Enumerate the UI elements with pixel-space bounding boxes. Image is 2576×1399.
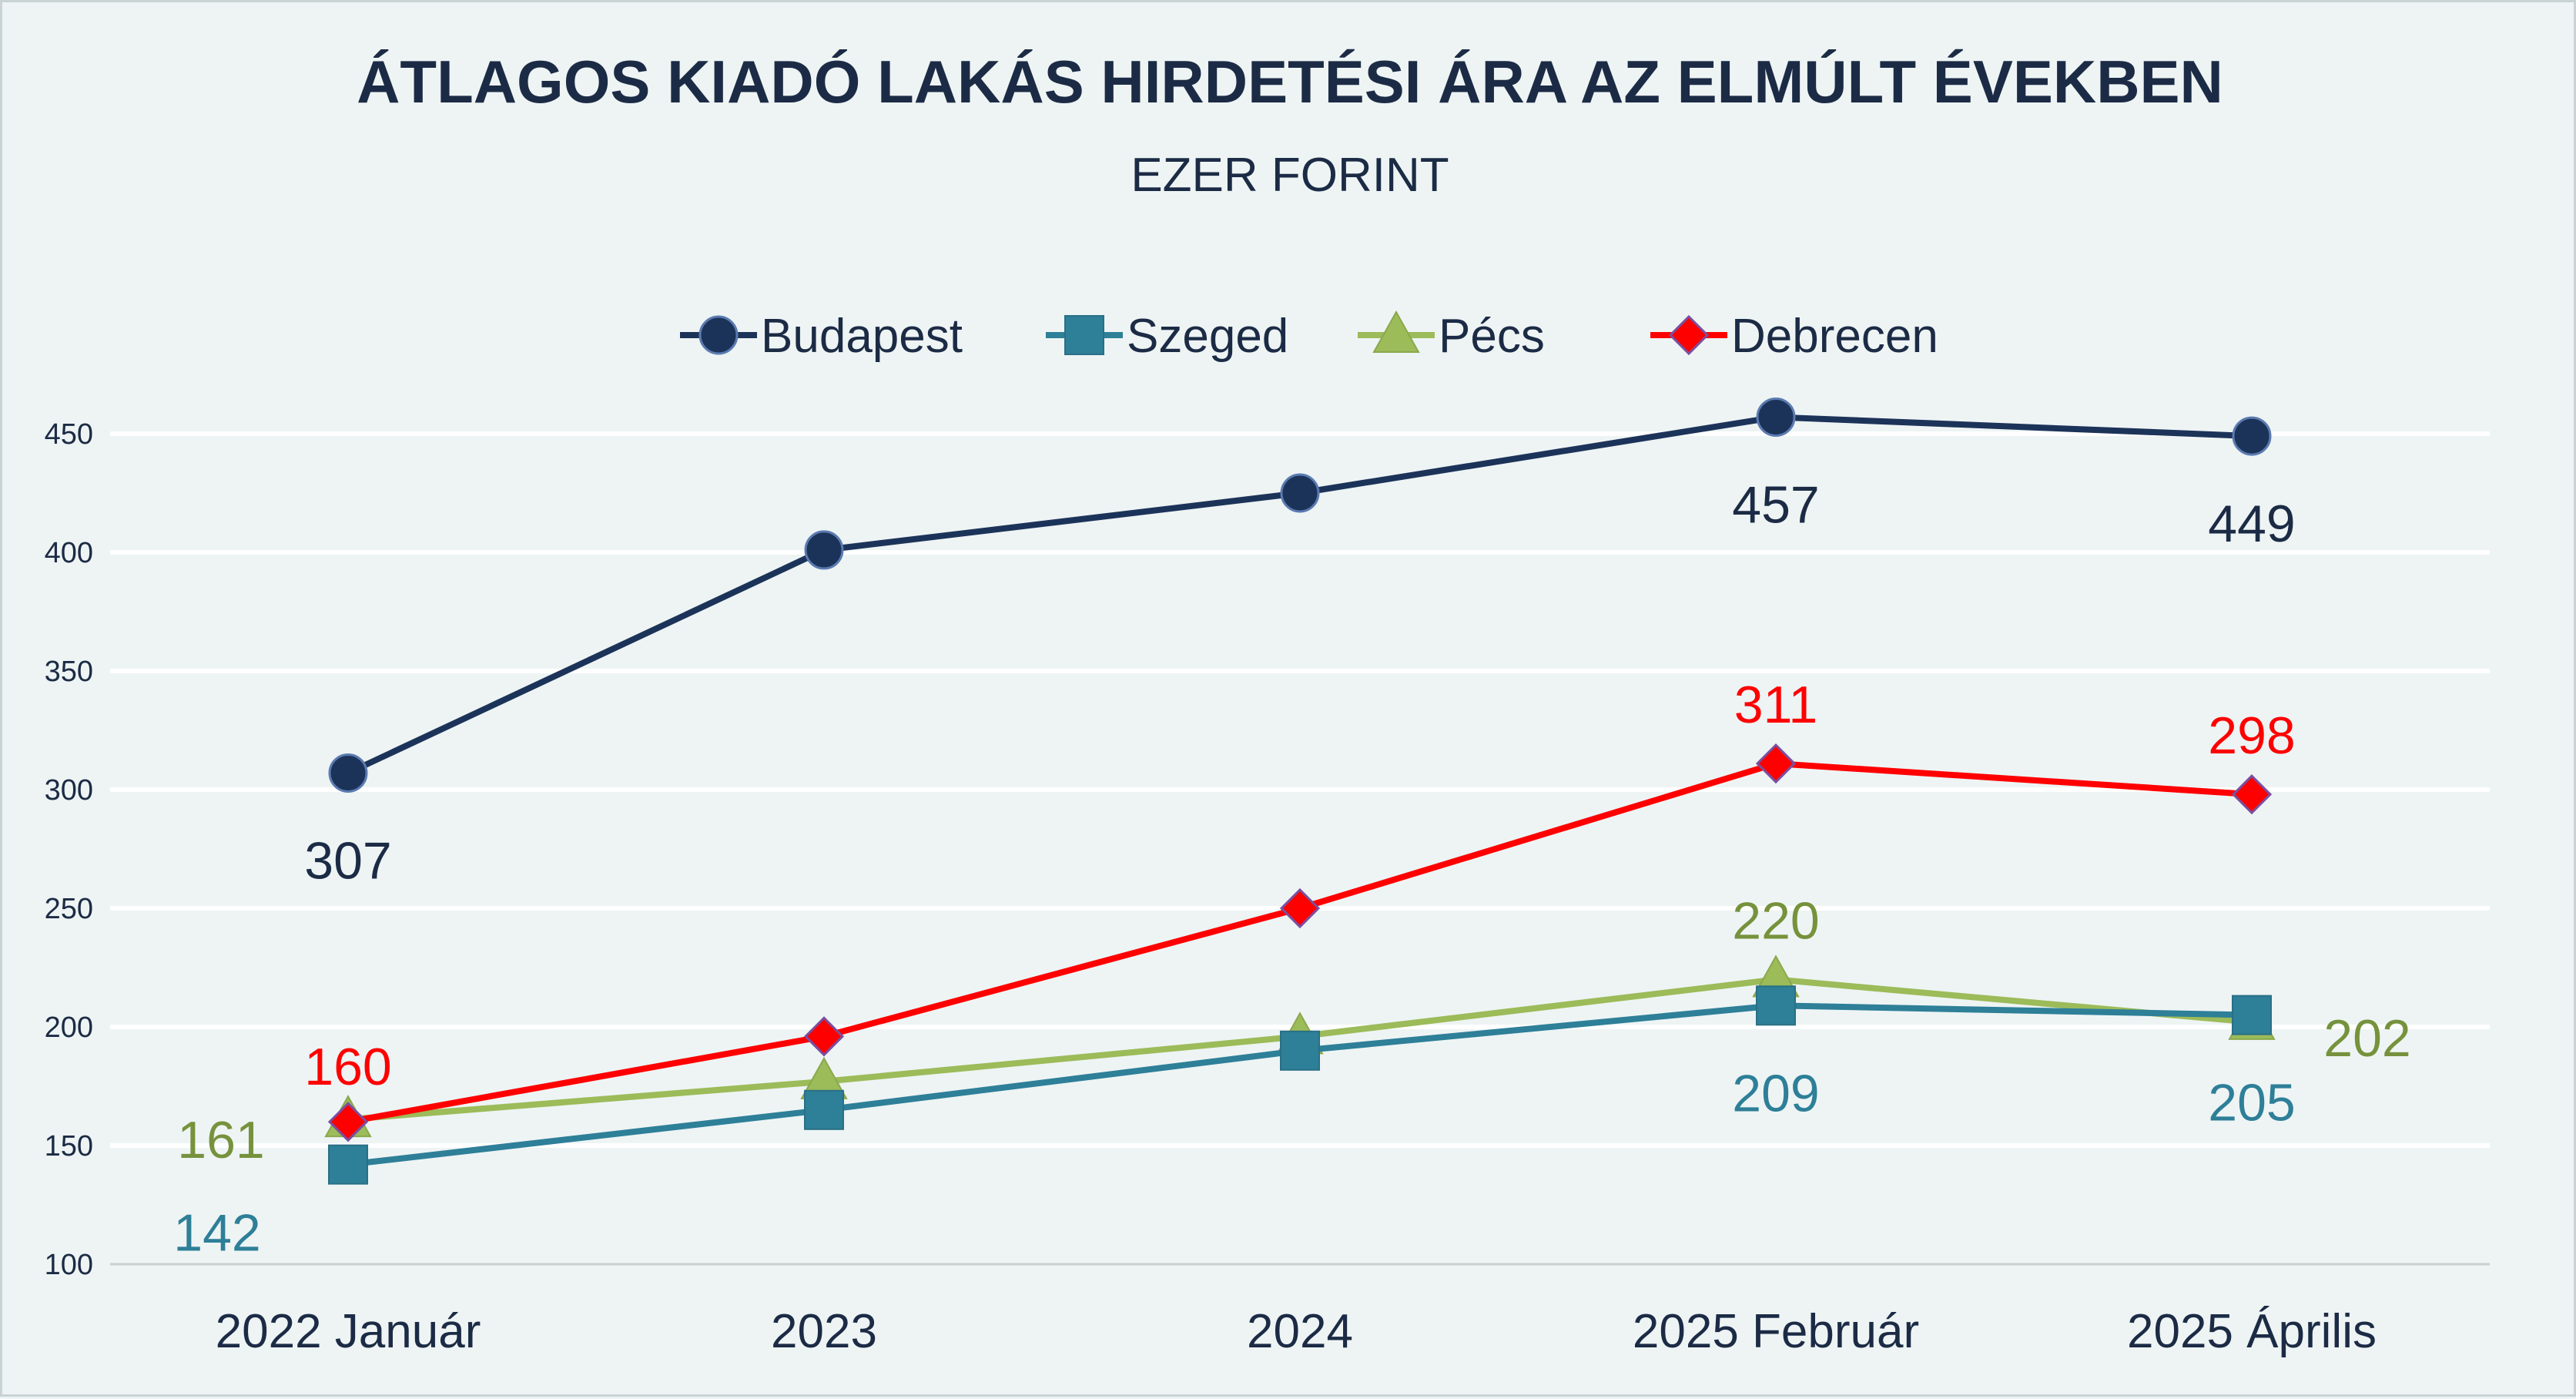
x-tick-label: 2023 [771, 1305, 877, 1358]
y-tick-label: 350 [45, 656, 93, 688]
data-point-circle [804, 530, 844, 570]
x-tick-label: 2025 Február [1633, 1305, 1919, 1358]
legend-marker-circle [698, 315, 739, 355]
data-point-square [1280, 1030, 1320, 1071]
data-label-pécs: 202 [2323, 1009, 2410, 1068]
x-tick-label: 2022 Január [216, 1305, 481, 1358]
series-budapest [328, 397, 2272, 793]
legend-label: Debrecen [1731, 310, 1938, 363]
data-point-square [804, 1089, 844, 1130]
data-label-szeged: 142 [173, 1204, 260, 1263]
series-debrecen [327, 743, 2273, 1142]
y-tick-label: 400 [45, 537, 93, 569]
data-point-circle [1756, 397, 1796, 437]
data-label-debrecen: 298 [2208, 706, 2295, 765]
data-label-szeged: 209 [1732, 1064, 1819, 1122]
data-label-budapest: 457 [1732, 475, 1819, 534]
legend-label: Szeged [1127, 310, 1288, 363]
x-tick-label: 2025 Április [2127, 1305, 2377, 1358]
gridlines [110, 431, 2490, 1266]
data-point-square [2232, 995, 2272, 1035]
legend-item-pécs: Pécs [1358, 310, 1545, 363]
data-point-circle [2232, 416, 2272, 456]
data-point-circle [328, 753, 368, 793]
data-point-diamond [1755, 743, 1797, 784]
data-label-debrecen: 311 [1734, 676, 1817, 734]
legend-label: Pécs [1439, 310, 1545, 363]
y-tick-label: 200 [45, 1012, 93, 1044]
data-label-pécs: 220 [1732, 891, 1819, 950]
legend: Budapest Szeged Pécs Debrecen [680, 310, 1938, 363]
series-szeged [328, 985, 2272, 1185]
x-axis-ticks: 2022 Január 2023 2024 2025 Február 2025 Ápri… [216, 1305, 2377, 1358]
legend-marker-triangle [1372, 310, 1420, 353]
chart-subtitle: EZER FORINT [1131, 149, 1449, 202]
legend-marker-square [1064, 315, 1104, 355]
series-line [347, 414, 2253, 777]
chart-title: ÁTLAGOS KIADÓ LAKÁS HIRDETÉSI ÁRA AZ ELM… [357, 48, 2223, 116]
data-point-square [328, 1144, 368, 1185]
data-point-diamond [327, 1102, 369, 1142]
legend-item-szeged: Szeged [1046, 310, 1288, 363]
x-tick-label: 2024 [1247, 1305, 1353, 1358]
legend-item-debrecen: Debrecen [1650, 310, 1938, 363]
data-point-diamond [1279, 887, 1321, 929]
y-tick-label: 250 [45, 893, 93, 925]
data-point-square [1756, 985, 1796, 1026]
data-label-budapest: 307 [304, 831, 391, 890]
legend-label: Budapest [761, 310, 963, 363]
data-label-debrecen: 160 [304, 1038, 391, 1096]
series-lines [324, 397, 2276, 1185]
y-tick-label: 300 [45, 774, 93, 807]
y-tick-label: 100 [45, 1249, 93, 1281]
data-label-pécs: 161 [177, 1111, 264, 1169]
data-label-budapest: 449 [2208, 495, 2295, 553]
data-point-circle [1280, 473, 1320, 513]
y-tick-label: 450 [45, 418, 93, 451]
y-tick-label: 150 [45, 1130, 93, 1162]
legend-item-budapest: Budapest [680, 310, 963, 363]
data-labels: 307 457 449 142 209 205 161 220 202 160 311 298 [173, 475, 2410, 1262]
data-point-diamond [2231, 774, 2273, 815]
data-label-szeged: 205 [2208, 1074, 2295, 1132]
y-axis-ticks: 100 150 200 250 300 350 400 450 [45, 418, 93, 1281]
data-point-diamond [803, 1016, 845, 1057]
legend-marker-diamond [1668, 314, 1710, 356]
